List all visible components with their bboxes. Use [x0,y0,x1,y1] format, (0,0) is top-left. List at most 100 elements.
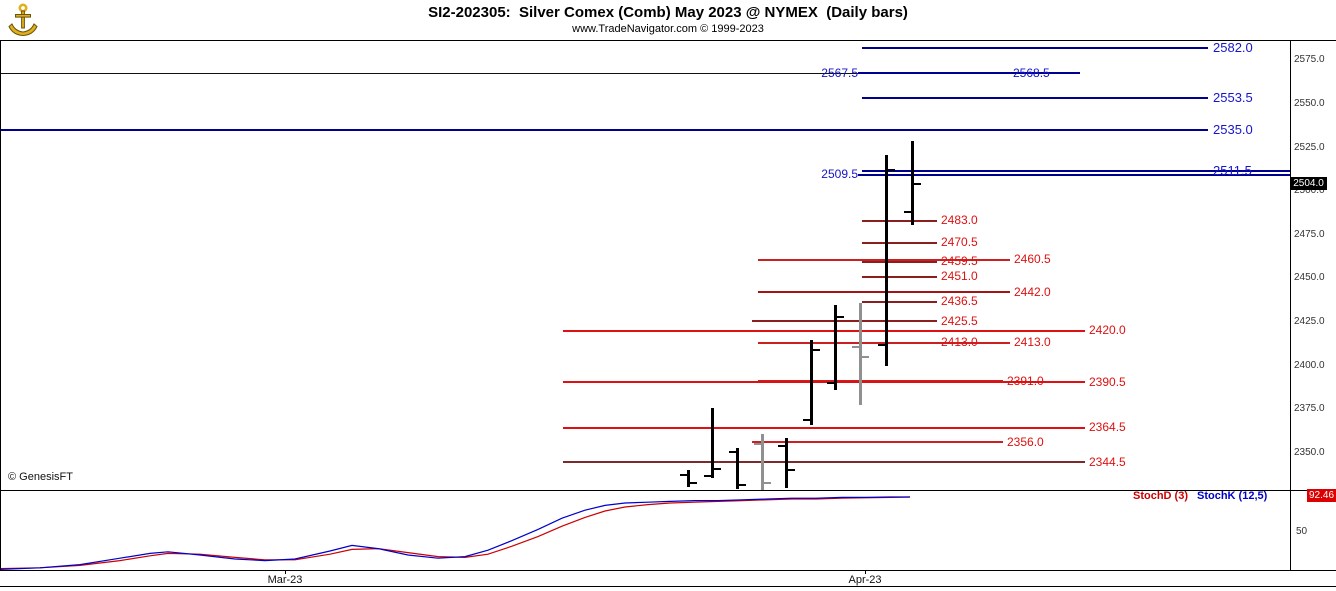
price-level-label: 2344.5 [1089,454,1126,469]
ohlc-open-tick [704,474,711,477]
price-level-line [0,72,858,74]
price-level-line [862,260,937,263]
price-level-line [858,173,1290,176]
price-level-line [858,72,1080,75]
ohlc-bar [711,408,714,479]
price-level-line [563,461,1085,464]
price-axis-tick-label: 2450.0 [1294,272,1325,284]
price-axis[interactable]: 2575.0 2550.0 2525.0 2500.0 2475.0 2450.0 2425… [1290,40,1336,570]
price-level-label: 2460.5 [1014,252,1051,267]
ohlc-bar [810,340,813,425]
price-axis-tick-label: 2500.0 [1294,185,1325,197]
ohlc-bar [834,305,837,390]
ohlc-open-tick [754,443,761,446]
price-level-line [563,426,1085,429]
price-level-label: 2451.0 [941,269,978,283]
price-level-line [758,341,1010,344]
stochd-indicator-label: StochD (3) [1133,490,1188,502]
price-axis-tick-label: 2475.0 [1294,228,1325,240]
price-level-label: 2568.5 [1013,65,1050,80]
genesis-logo-icon [8,2,38,41]
date-axis-tick [285,570,286,574]
ohlc-close-tick [714,468,721,471]
ohlc-open-tick [904,211,911,213]
chart-plot-area[interactable]: 2582.0 2567.5 2568.5 2553.5 2535.0 2511.5 2509… [0,40,1290,570]
ohlc-close-tick [837,315,844,318]
price-level-label: 2413.0 [941,335,978,350]
price-level-label: 2511.5 [1213,162,1252,178]
price-level-label: 2436.5 [941,294,978,309]
price-axis-tick-label: 2550.0 [1294,97,1325,109]
ohlc-close-tick [788,469,795,472]
price-level-label: 2582.0 [1213,39,1253,55]
ohlc-open-tick [680,473,687,476]
ohlc-close-tick [888,169,895,172]
price-level-line [758,291,1010,294]
date-axis[interactable]: Mar-23 Apr-23 [0,570,1336,591]
price-level-line [563,381,1085,384]
price-level-line [862,300,937,303]
price-level-label: 2509.5 [821,166,858,181]
genesisft-watermark: © GenesisFT [8,471,73,483]
price-level-label: 2535.0 [1213,121,1253,137]
chart-subtitle: www.TradeNavigator.com © 1999-2023 [572,23,764,35]
price-level-line [0,129,1208,131]
anchor-logo-graphic [8,3,38,37]
last-price-badge: 2504.0 [1290,177,1327,191]
stochastic-panel [0,496,911,570]
price-level-line [758,259,1010,261]
price-level-label: 2567.5 [821,65,858,80]
price-axis-separator-line [1290,40,1291,570]
ohlc-open-tick [827,382,834,384]
price-level-label: 2553.5 [1213,89,1253,105]
price-level-line [862,170,1290,172]
ohlc-open-tick [852,346,859,349]
stochk-line [0,496,910,570]
price-level-label: 2425.5 [941,313,978,328]
date-axis-tick-label: Mar-23 [267,574,303,586]
ohlc-close-tick [813,348,820,351]
ohlc-bar [785,438,788,488]
price-level-label: 2356.0 [1007,434,1044,449]
price-level-line [752,441,1003,444]
price-axis-tick-label: 2525.0 [1294,141,1325,153]
ohlc-open-tick [878,343,885,346]
stochk-indicator-label: StochK (12,5) [1197,490,1268,502]
price-level-line [862,47,1208,49]
ohlc-open-tick [803,418,810,421]
date-axis-tick-label: Apr-23 [848,574,882,586]
ohlc-bar [859,302,862,405]
ohlc-bar [761,433,764,491]
frame-top-line [0,40,1336,41]
price-level-line [752,320,937,323]
price-axis-tick-label: 2400.0 [1294,359,1325,371]
figure-bottom-line [0,586,1336,587]
stoch-value-badge: 92.46 [1307,489,1336,502]
ohlc-close-tick [764,481,771,484]
price-level-label: 2442.0 [1014,284,1051,299]
price-level-line [862,241,937,244]
ohlc-open-tick [778,444,785,447]
price-axis-tick-label: 2375.0 [1294,403,1325,415]
price-level-line [862,219,937,222]
stoch-bottom-line [0,570,1336,571]
price-level-label: 2391.0 [1007,373,1044,388]
panel-separator-line [0,490,1336,491]
ohlc-bar [911,140,914,226]
frame-left-line [0,40,1,570]
price-level-label: 2420.0 [1089,323,1126,338]
price-level-label: 2483.0 [941,213,978,228]
ohlc-close-tick [914,183,921,186]
price-level-label: 2364.5 [1089,419,1126,434]
price-axis-tick-label: 2350.0 [1294,446,1325,458]
ohlc-bar [885,155,888,366]
ohlc-close-tick [690,481,697,484]
price-level-label: 2459.5 [941,254,978,269]
price-axis-tick-label: 2425.0 [1294,316,1325,327]
ohlc-close-tick [739,484,746,487]
price-level-line [862,275,937,278]
stochd-line [0,496,911,570]
ohlc-open-tick [729,451,736,453]
price-level-label: 2413.0 [1014,335,1051,350]
